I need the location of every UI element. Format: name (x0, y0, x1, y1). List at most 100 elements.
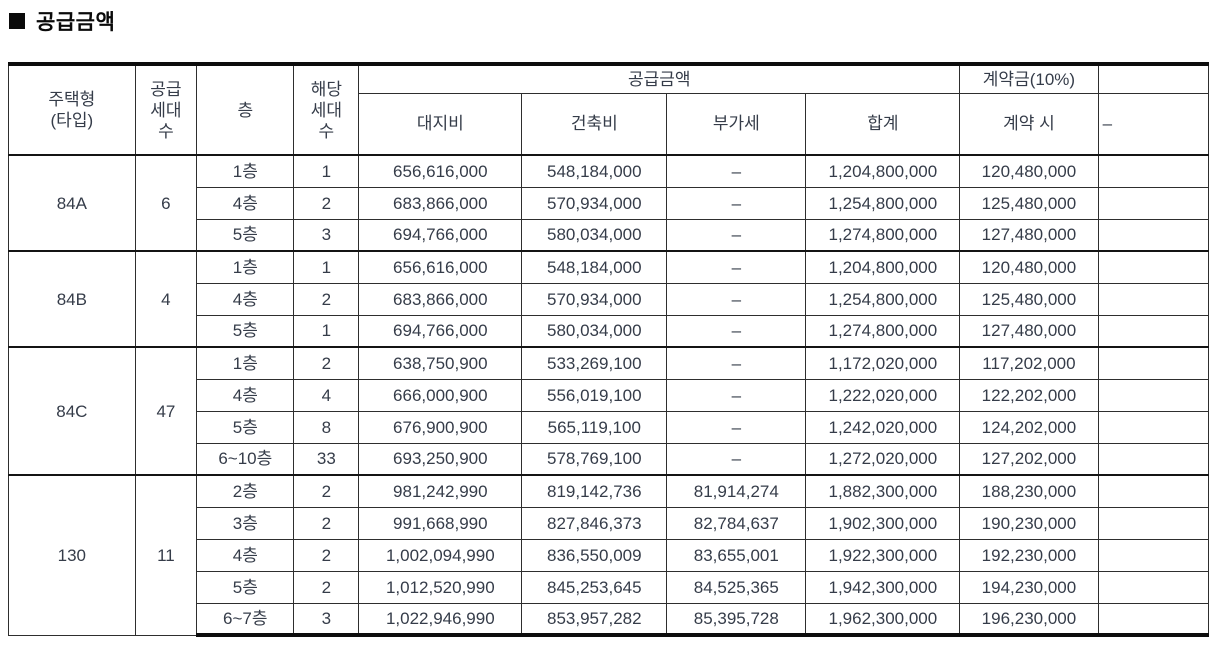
clipped-cell (1097, 474, 1209, 508)
floor-cell: 5층 (196, 218, 295, 252)
contract-amount-cell: 125,480,000 (959, 186, 1099, 220)
land-cost-cell: 693,250,900 (358, 442, 523, 476)
floor-cell: 5층 (196, 570, 295, 604)
floor-cell: 5층 (196, 410, 295, 444)
applicable-units-cell: 3 (293, 602, 360, 637)
table-row: 5층 3 694,766,000 580,034,000–1,274,800,000 1… (9, 218, 1209, 252)
header-at-contract: 계약 시 (959, 92, 1099, 156)
applicable-units-cell: 33 (293, 442, 360, 476)
header-applicable-units: 해당 세대 수 (293, 62, 360, 156)
floor-cell: 6~10층 (196, 442, 295, 476)
floor-cell: 4층 (196, 282, 295, 316)
total-cell: 1,242,020,000 (805, 410, 961, 444)
total-cell: 1,172,020,000 (805, 346, 961, 380)
applicable-units-cell: 1 (293, 314, 360, 348)
floor-cell: 1층 (196, 346, 295, 380)
table-row: 5층 2 1,012,520,990 845,253,645 84,525,365 1,9… (9, 570, 1209, 604)
header-vat: 부가세 (666, 92, 807, 156)
land-cost-cell: 676,900,900 (358, 410, 523, 444)
applicable-units-cell: 2 (293, 506, 360, 540)
applicable-units-cell: 1 (293, 250, 360, 284)
total-cell: 1,922,300,000 (805, 538, 961, 572)
land-cost-cell: 638,750,900 (358, 346, 523, 380)
land-cost-cell: 683,866,000 (358, 186, 523, 220)
table-row: 84B 4 1층 1 656,616,000 548,184,000–1,204,800,… (8, 250, 1209, 348)
header-row-1: 주택형 (타입) 공급 세대 수 층 해당 세대 수 공급금액 계약금(10%) (8, 62, 1209, 156)
construction-cost-cell: 836,550,009 (521, 538, 668, 572)
total-cell: 1,204,800,000 (805, 154, 961, 188)
header-supply-amount-group: 공급금액 (358, 62, 961, 94)
land-cost-cell: 666,000,900 (358, 378, 523, 412)
applicable-units-cell: 4 (293, 378, 360, 412)
vat-cell: 81,914,274 (666, 474, 807, 508)
vat-cell: – (666, 410, 807, 444)
header-down-payment: 계약금(10%) (959, 62, 1099, 94)
header-clipped-column (1097, 62, 1209, 94)
applicable-units-cell: 2 (293, 186, 360, 220)
total-cell: 1,962,300,000 (805, 602, 961, 637)
total-cell: 1,204,800,000 (805, 250, 961, 284)
table-row: 3층 2 991,668,990 827,846,373 82,784,637 1,902… (9, 506, 1209, 540)
contract-amount-cell: 190,230,000 (959, 506, 1099, 540)
contract-amount-cell: 125,480,000 (959, 282, 1099, 316)
vat-cell: 85,395,728 (666, 602, 807, 637)
construction-cost-cell: 827,846,373 (521, 506, 668, 540)
floor-cell: 1층 (196, 154, 295, 188)
construction-cost-cell: 819,142,736 (521, 474, 668, 508)
table-row: 4층 4 666,000,900 556,019,100–1,222,020,000 1… (9, 378, 1209, 412)
applicable-units-cell: 3 (293, 218, 360, 252)
vat-cell: 84,525,365 (666, 570, 807, 604)
contract-amount-cell: 124,202,000 (959, 410, 1099, 444)
contract-amount-cell: 120,480,000 (959, 250, 1099, 284)
floor-cell: 5층 (196, 314, 295, 348)
land-cost-cell: 981,242,990 (358, 474, 523, 508)
table-row: 4층 2 683,866,000 570,934,000–1,254,800,000 1… (9, 282, 1209, 316)
contract-amount-cell: 188,230,000 (959, 474, 1099, 508)
construction-cost-cell: 556,019,100 (521, 378, 668, 412)
clipped-cell (1097, 602, 1209, 637)
vat-cell: 82,784,637 (666, 506, 807, 540)
construction-cost-cell: 565,119,100 (521, 410, 668, 444)
contract-amount-cell: 120,480,000 (959, 154, 1099, 188)
clipped-cell (1097, 410, 1209, 444)
table-row: 5층 1 694,766,000 580,034,000–1,274,800,000 1… (9, 314, 1209, 348)
clipped-cell (1097, 442, 1209, 476)
total-cell: 1,272,020,000 (805, 442, 961, 476)
supply-amount-table: 주택형 (타입) 공급 세대 수 층 해당 세대 수 공급금액 계약금(10%)… (8, 62, 1209, 637)
header-housing-type: 주택형 (타입) (8, 62, 136, 156)
clipped-cell (1097, 186, 1209, 220)
contract-amount-cell: 127,480,000 (959, 314, 1099, 348)
vat-cell: – (666, 346, 807, 380)
housing-type-cell: 84C (8, 346, 136, 476)
construction-cost-cell: 580,034,000 (521, 314, 668, 348)
header-clipped-fragment: – (1097, 92, 1209, 156)
table-row: 4층 2 1,002,094,990 836,550,009 83,655,001 1,9… (9, 538, 1209, 572)
total-cell: 1,222,020,000 (805, 378, 961, 412)
construction-cost-cell: 533,269,100 (521, 346, 668, 380)
supply-count-cell: 11 (134, 474, 198, 636)
applicable-units-cell: 2 (293, 538, 360, 572)
land-cost-cell: 1,002,094,990 (358, 538, 523, 572)
floor-cell: 1층 (196, 250, 295, 284)
land-cost-cell: 694,766,000 (358, 218, 523, 252)
contract-amount-cell: 127,480,000 (959, 218, 1099, 252)
table-body: 84A 6 1층 1 656,616,000 548,184,000–1,204,800,… (8, 154, 1209, 637)
supply-count-cell: 47 (134, 346, 198, 476)
table-row: 130 11 2층 2 981,242,990 819,142,736 81,914,274… (8, 474, 1209, 636)
table-row: 5층 8 676,900,900 565,119,100–1,242,020,000 1… (9, 410, 1209, 444)
table-row: 4층 2 683,866,000 570,934,000–1,254,800,000 1… (9, 186, 1209, 220)
total-cell: 1,274,800,000 (805, 218, 961, 252)
land-cost-cell: 1,012,520,990 (358, 570, 523, 604)
header-construction-cost: 건축비 (521, 92, 668, 156)
vat-cell: 83,655,001 (666, 538, 807, 572)
clipped-cell (1097, 570, 1209, 604)
construction-cost-cell: 570,934,000 (521, 282, 668, 316)
header-row-2: 대지비 건축비 부가세 합계 계약 시 – (9, 92, 1209, 156)
clipped-cell (1097, 314, 1209, 348)
supply-count-cell: 4 (134, 250, 198, 348)
construction-cost-cell: 548,184,000 (521, 250, 668, 284)
construction-cost-cell: 845,253,645 (521, 570, 668, 604)
floor-cell: 4층 (196, 538, 295, 572)
table-row: 6~7층 3 1,022,946,990 853,957,282 85,395,728 1… (9, 602, 1209, 637)
housing-type-cell: 84A (8, 154, 136, 252)
